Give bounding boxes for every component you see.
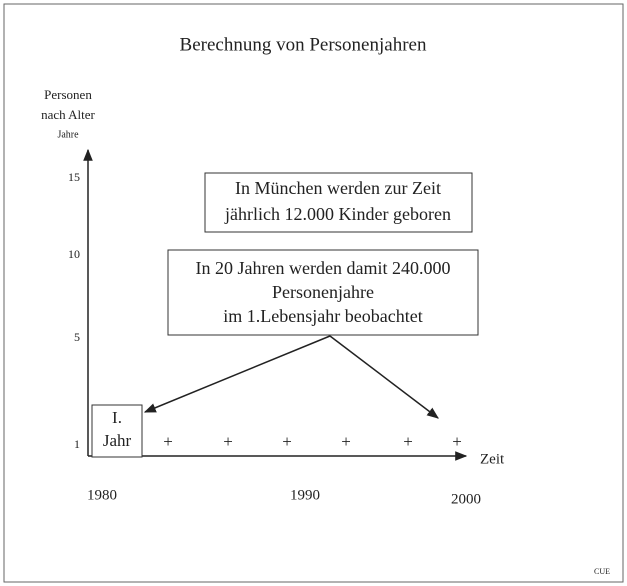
title: Berechnung von Personenjahren: [180, 34, 427, 55]
plus-marks: + + + + + +: [163, 432, 462, 451]
y-label: Personen: [44, 87, 92, 102]
box-text: In 20 Jahren werden damit 240.000: [196, 258, 451, 278]
x-tick: 2000: [451, 491, 481, 507]
y-tick: 1: [74, 437, 80, 451]
first-year-box: [91, 404, 143, 458]
svg-text:+: +: [282, 432, 292, 451]
y-tick: 15: [68, 170, 80, 184]
footer: CUE: [594, 567, 610, 576]
x-label: Zeit: [480, 451, 505, 467]
box-text: In München werden zur Zeit: [235, 178, 441, 198]
box-text: im 1.Lebensjahr beobachtet: [223, 306, 422, 326]
box-text: Personenjahre: [272, 282, 374, 302]
arrow: [329, 335, 439, 419]
years-box: [167, 249, 479, 336]
svg-text:+: +: [163, 432, 173, 451]
box-text: I.: [112, 408, 122, 427]
svg-text:+: +: [341, 432, 351, 451]
svg-text:+: +: [223, 432, 233, 451]
svg-text:+: +: [403, 432, 413, 451]
x-tick: 1990: [290, 487, 320, 503]
y-tick: 10: [68, 247, 80, 261]
y-label: Jahre: [57, 129, 79, 140]
box-text: Jahr: [103, 431, 132, 450]
arrow: [143, 335, 331, 413]
svg-text:+: +: [452, 432, 462, 451]
y-tick: 5: [74, 330, 80, 344]
box-text: jährlich 12.000 Kinder geboren: [224, 204, 451, 224]
x-tick: 1980: [87, 487, 117, 503]
birth-box: [204, 172, 473, 233]
y-label: nach Alter: [41, 107, 95, 122]
